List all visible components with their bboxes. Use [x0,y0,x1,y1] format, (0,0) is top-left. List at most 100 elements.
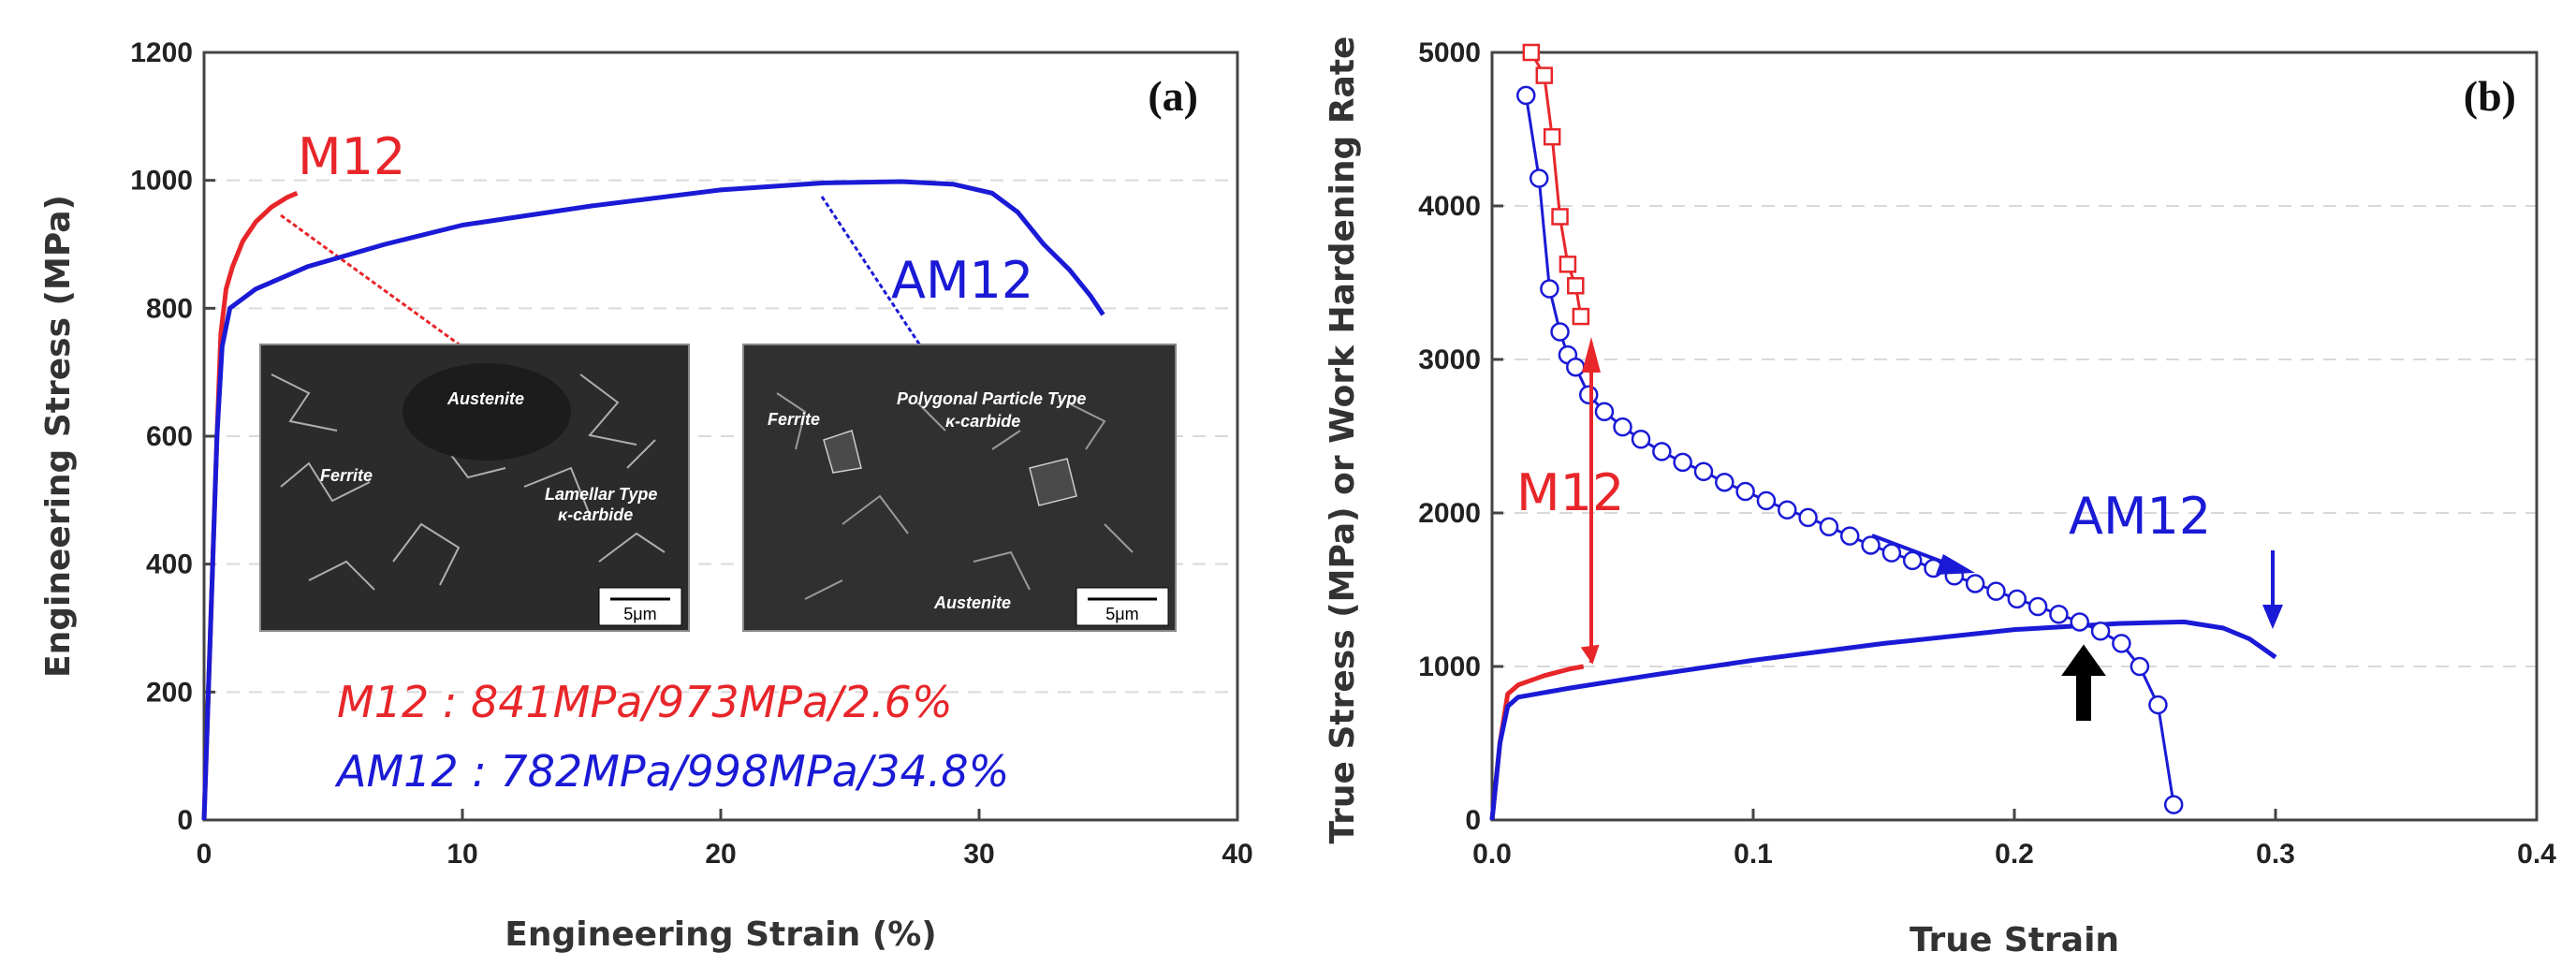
b-series-am12-work-hardening-rate-point [1540,279,1559,299]
inset-am12-austenite-label: Austenite [933,593,1011,612]
b-series-am12-work-hardening-rate-point [1819,517,1839,537]
b-series-am12-work-hardening-rate-point [2148,695,2168,715]
b-series-am12-work-hardening-rate-point [1778,500,1797,520]
a-x-tick-label: 30 [963,839,994,870]
b-series-am12-work-hardening-rate-point [1986,581,2006,601]
b-m12-label: M12 [1516,463,1624,522]
a-m12-summary: M12 : 841MPa/973MPa/2.6% [337,677,953,727]
b-am12-label: AM12 [2069,487,2211,546]
a-x-tick-label: 0 [197,839,212,870]
b-x-axis-title: True Strain [1910,921,2119,959]
inset-m12-scale-box [598,587,682,626]
b-series-am12-work-hardening-rate-point [1578,385,1599,404]
b-series-am12-work-hardening-rate-point [1735,481,1755,502]
b-series-am12-work-hardening-rate-point [2112,634,2131,653]
a-series [201,179,1105,821]
inset-am12-carbide-label: κ-carbide [945,412,1020,431]
b-series-am12-work-hardening-rate-point [2163,795,2184,814]
b-series-am12-work-hardening-rate-point [1550,322,1570,342]
a-y-tick-label: 1000 [130,166,193,197]
b-series-m12-work-hardening-rate-point [1522,43,1541,62]
b-panel-label: (b) [2464,72,2516,120]
b-am12-arrow-1-head [1936,554,1975,575]
a-y-tick-label: 800 [146,293,193,324]
b-series-am12-work-hardening-rate-point [1881,543,1902,563]
b-x-tick-label: 0.1 [1734,839,1773,870]
b-m12-arrow-up-head [1582,337,1601,373]
b-series-am12-work-hardening-rate-point [1756,490,1777,511]
b-x-tick-label: 0.3 [2256,839,2295,870]
b-y-tick-label: 3000 [1418,344,1481,375]
b-series-am12-work-hardening-rate-point [1965,574,1985,593]
b-series-am12-work-hardening-rate-point [1715,472,1734,492]
b-series-am12-true-stress-line [1489,619,2277,821]
b-x-tick-label: 0.0 [1472,839,1512,870]
panel-a: 0 200 400 600 800 1000 1200 0 10 20 30 40 Engineeri… [39,37,1253,954]
b-series-m12-work-hardening-rate-point [1572,307,1590,326]
b-series-am12-work-hardening-rate-point [2049,604,2069,624]
am12-inset-leader [820,196,924,349]
inset-m12-micrograph: Austenite Ferrite Lamellar Type κ-carbid… [259,344,690,632]
a-x-tick-label: 10 [446,839,477,870]
a-y-tick-label: 1200 [130,37,193,68]
a-x-tick-label: 20 [705,839,736,870]
b-series-am12-work-hardening-rate-point [2070,612,2089,632]
b-black-arrow [2061,644,2106,721]
b-series-am12-work-hardening-rate-point [1673,452,1692,473]
a-am12-summary: AM12 : 782MPa/998MPa/34.8% [334,746,1009,797]
b-x-tick-label: 0.2 [1995,839,2034,870]
a-y-axis-title: Engineering Stress (MPa) [39,195,78,678]
inset-m12-ferrite-label: Ferrite [320,466,373,485]
inset-m12-austenite-label: Austenite [446,389,524,408]
b-series-am12-work-hardening-rate-point [1613,417,1632,437]
b-ticks: 0 1000 2000 3000 4000 5000 0.0 0.1 0.2 0.3 0.4 [1418,37,2556,870]
a-m12-label: M12 [298,127,405,186]
b-series-am12-work-hardening-rate-point [1798,507,1818,528]
b-series-am12-work-hardening-rate-point [2130,656,2150,677]
panel-b: 0 1000 2000 3000 4000 5000 0.0 0.1 0.2 0.3 0.4 Tru… [1324,37,2556,959]
b-series-am12-work-hardening-rate-point [2027,596,2048,617]
a-y-tick-label: 0 [177,805,193,836]
b-series [1489,43,2277,821]
a-x-tick-label: 40 [1222,839,1252,870]
b-series-m12-work-hardening-rate-point [1543,127,1561,146]
inset-m12-scale-label: 5μm [623,605,656,623]
b-series-am12-work-hardening-rate-point [1631,430,1651,449]
b-x-tick-label: 0.4 [2517,839,2556,870]
b-y-tick-label: 0 [1465,805,1481,836]
b-series-am12-work-hardening-rate-point [1652,442,1672,461]
inset-am12-scale-label: 5μm [1105,605,1138,623]
b-series-m12-work-hardening-rate-point [1535,66,1554,84]
b-am12-arrow-2-head [2262,605,2283,629]
b-y-tick-label: 4000 [1418,191,1481,222]
b-y-tick-label: 2000 [1418,498,1481,529]
a-panel-label: (a) [1148,72,1198,120]
b-series-m12-work-hardening-rate-point [1559,256,1577,273]
b-series-am12-work-hardening-rate-point [1861,535,1881,555]
a-x-axis-title: Engineering Strain (%) [505,915,936,954]
a-ticks: 0 200 400 600 800 1000 1200 0 10 20 30 40 [130,37,1252,870]
b-m12-arrow-down-head [1580,644,1600,665]
b-series-am12-work-hardening-rate-point [2007,589,2027,609]
inset-am12-micrograph: Ferrite Polygonal Particle Type κ-carbid… [742,344,1177,632]
b-y-tick-label: 1000 [1418,651,1481,682]
a-series-am12-line [201,179,1105,821]
a-y-tick-label: 600 [146,421,193,452]
inset-m12-lamellar-label: Lamellar Type [545,485,657,504]
b-series-am12-work-hardening-rate-point [1529,168,1549,188]
b-series-m12-work-hardening-rate-point [1567,277,1585,295]
b-gridlines [1492,205,2537,667]
a-y-tick-label: 400 [146,549,193,580]
a-am12-label: AM12 [891,251,1033,310]
b-series-am12-work-hardening-rate-point [2090,622,2111,641]
inset-m12-carbide-label: κ-carbide [558,505,633,524]
a-y-tick-label: 200 [146,677,193,708]
b-series-m12-work-hardening-rate-point [1551,208,1569,226]
b-y-axis-title: True Stress (MPa) or Work Hardening Rate [1324,37,1362,844]
b-series-am12-work-hardening-rate-point [1839,526,1860,546]
inset-am12-polygonal-label: Polygonal Particle Type [897,389,1086,408]
b-series-am12-work-hardening-rate-point [1516,85,1536,106]
b-series-am12-work-hardening-rate-point [1594,402,1615,422]
inset-am12-ferrite-label: Ferrite [768,410,820,429]
